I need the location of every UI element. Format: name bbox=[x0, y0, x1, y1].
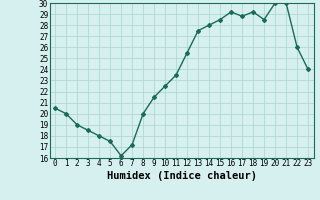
X-axis label: Humidex (Indice chaleur): Humidex (Indice chaleur) bbox=[107, 171, 257, 181]
